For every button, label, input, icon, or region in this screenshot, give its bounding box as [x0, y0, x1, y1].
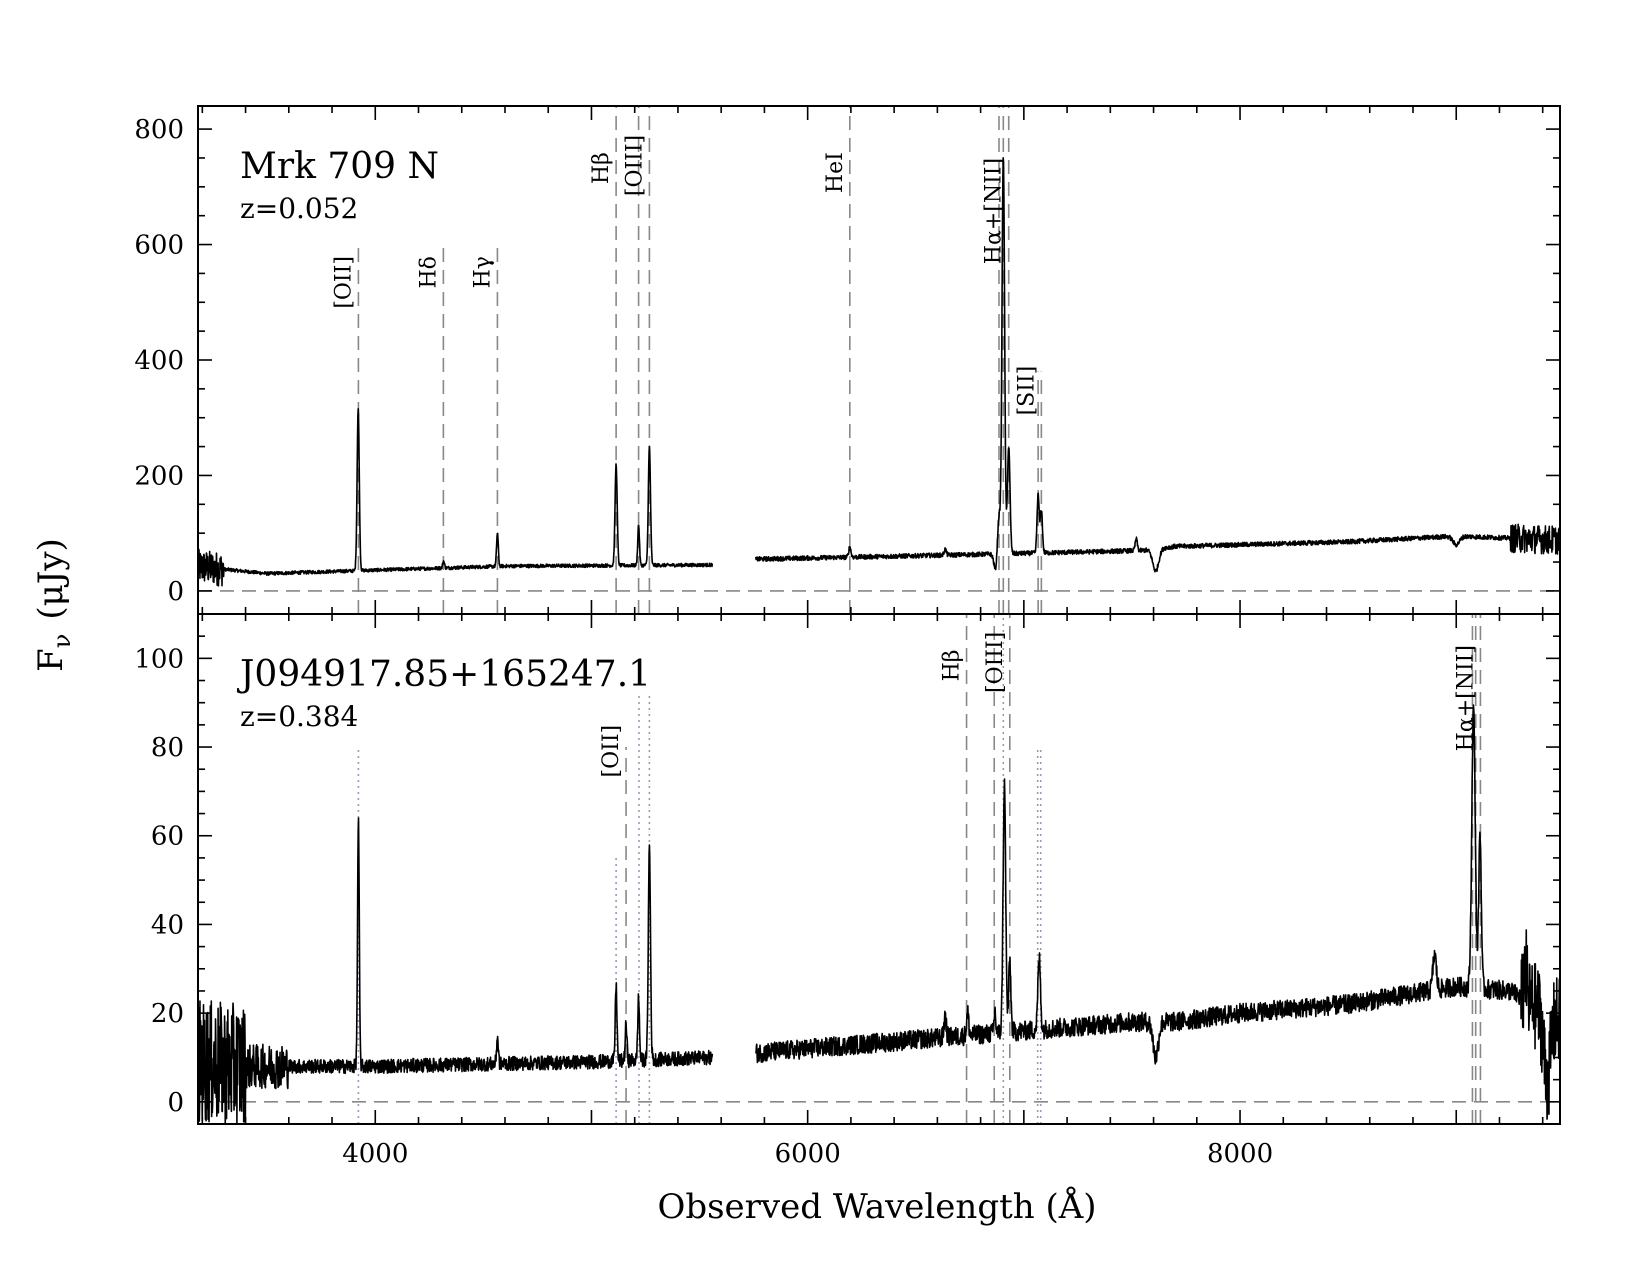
zero-lines	[198, 590, 1560, 1103]
y-tick-label-1-4: 80	[151, 733, 184, 763]
spectrum-0-segment-1	[754, 156, 1561, 573]
panel-frame-1	[197, 613, 1561, 1125]
line-label-1-2: [OII]	[599, 725, 624, 778]
y-tick-label-1-3: 60	[151, 822, 184, 852]
panel-object-name-0: Mrk 709 N	[240, 146, 439, 187]
line-label-0-2: Hγ	[470, 256, 495, 288]
line-label-0-1: Hδ	[416, 256, 441, 288]
y-tick-label-0-1: 200	[134, 461, 184, 491]
spectra	[197, 156, 1561, 1124]
y-tick-label-1-0: 0	[167, 1088, 184, 1118]
x-tick-label-2: 8000	[1207, 1139, 1273, 1169]
y-axis-title-symbol: F	[31, 648, 71, 672]
x-tick-label-1: 6000	[775, 1139, 841, 1169]
y-tick-label-1-2: 40	[151, 910, 184, 940]
line-label-0-9: Hα+[NII]	[982, 158, 1007, 264]
y-tick-label-0-3: 600	[134, 231, 184, 261]
x-tick-label-0: 4000	[342, 1139, 408, 1169]
spectrum-1-segment-0	[197, 817, 714, 1124]
line-label-1-8: [OIII]	[983, 632, 1008, 693]
y-tick-label-1-1: 20	[151, 999, 184, 1029]
y-tick-label-0-2: 400	[134, 346, 184, 376]
line-label-0-5: [OIII]	[622, 135, 647, 196]
panel-redshift-1: z=0.384	[240, 700, 358, 733]
line-label-0-3: Hβ	[589, 152, 614, 184]
line-label-1-13: Hα+[NII]	[1453, 645, 1478, 751]
spectrum-0-segment-0	[197, 407, 714, 587]
y-tick-label-1-5: 100	[134, 644, 184, 674]
y-tick-label-0-4: 800	[134, 115, 184, 145]
line-label-1-5: Hβ	[940, 649, 965, 681]
y-tick-label-0-0: 0	[167, 577, 184, 607]
spectrum-1-segment-1	[754, 704, 1561, 1120]
line-label-0-11: [SII]	[1014, 366, 1039, 416]
line-label-0-6: HeI	[823, 152, 848, 193]
y-axis-title-subscript: ν	[48, 634, 76, 649]
y-axis-title-unit: (μJy)	[31, 538, 71, 619]
axis-ticks	[198, 106, 1560, 1125]
line-label-0-0: [OII]	[331, 256, 356, 309]
panel-object-name-1: J094917.85+165247.1	[236, 654, 651, 695]
x-axis-title: Observed Wavelength (Å)	[657, 1186, 1096, 1227]
y-axis-title: Fν (μJy)	[31, 538, 76, 672]
panel-redshift-0: z=0.052	[240, 192, 358, 225]
